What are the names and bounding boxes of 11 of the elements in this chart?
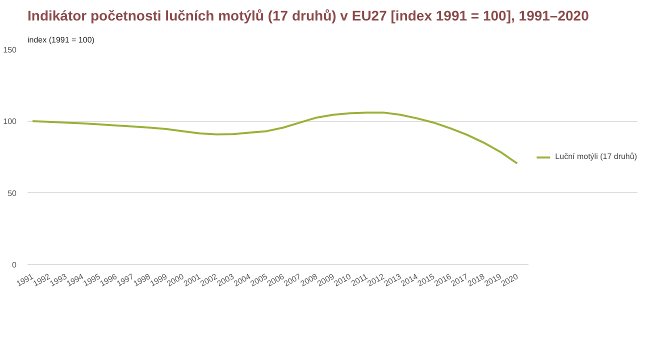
x-tick-label: 2020 bbox=[500, 272, 520, 288]
line-series bbox=[32, 112, 518, 164]
chart-subtitle: index (1991 = 100) bbox=[28, 36, 95, 44]
y-tick-label: 50 bbox=[8, 188, 18, 198]
legend-label: Luční motýli (17 druhů) bbox=[555, 152, 637, 161]
x-tick-label: 2012 bbox=[366, 272, 386, 288]
chart-title: Indikátor početnosti lučních motýlů (17 druhů) v EU27 [index 1991 = 100], 1991–2020 bbox=[28, 8, 590, 24]
y-tick-label: 100 bbox=[3, 117, 18, 126]
y-tick-label: 150 bbox=[3, 46, 18, 54]
y-tick-label: 0 bbox=[12, 260, 18, 270]
x-tick-label: 2010 bbox=[332, 272, 353, 288]
